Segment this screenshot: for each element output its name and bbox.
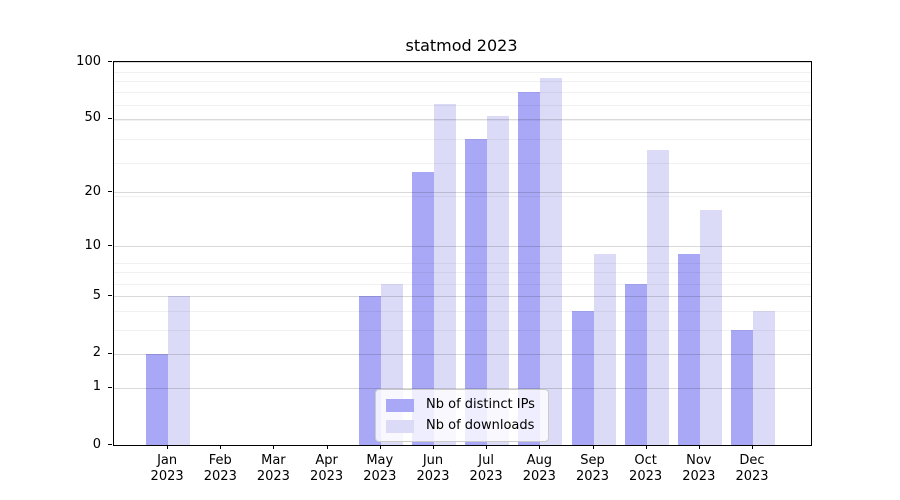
y-tick-label: 0 (92, 436, 101, 452)
x-tick-label: Oct 2023 (629, 453, 663, 484)
bar-downloads (168, 296, 191, 445)
gridline-minor (114, 196, 811, 198)
y-tick-label: 50 (84, 110, 101, 126)
gridline-major (114, 387, 811, 389)
x-tick-label: Sep 2023 (575, 453, 610, 484)
y-tick-label: 5 (92, 287, 101, 303)
gridline-minor (114, 81, 811, 83)
gridline-major (114, 296, 811, 298)
y-axis-tick (108, 191, 112, 193)
y-axis-tick (108, 444, 112, 445)
x-axis-tick (486, 445, 488, 449)
gridline-major (114, 353, 811, 355)
y-axis-tick (108, 117, 112, 119)
x-axis-tick (698, 445, 700, 449)
bar-downloads (699, 209, 722, 445)
y-tick-label: 20 (84, 183, 101, 199)
y-axis-tick (108, 386, 112, 388)
legend-item: Nb of distinct IPs (386, 398, 535, 412)
x-axis-tick (273, 445, 275, 449)
x-tick-label: Mar 2023 (256, 453, 290, 484)
gridline-minor (114, 283, 811, 285)
bar-distinct-ips (571, 311, 594, 445)
bar-downloads (593, 253, 616, 445)
y-tick-label: 1 (92, 379, 101, 394)
y-axis-tick (108, 352, 112, 354)
x-tick-label: Jan 2023 (150, 453, 184, 484)
x-tick-label: Dec 2023 (735, 453, 769, 484)
x-axis-tick (539, 445, 541, 449)
y-tick-label: 100 (76, 53, 101, 69)
plot-area (113, 61, 812, 446)
bar-distinct-ips (518, 92, 541, 445)
legend: Nb of distinct IPs Nb of downloads (375, 389, 549, 442)
legend-label: Nb of downloads (426, 418, 535, 433)
gridline-minor (114, 120, 811, 122)
legend-item: Nb of downloads (386, 419, 535, 433)
gridline-minor (114, 272, 811, 274)
bar-distinct-ips (412, 171, 434, 445)
x-axis-tick (379, 445, 381, 449)
x-axis-tick (220, 445, 222, 449)
gridline-minor (114, 105, 811, 107)
x-axis-tick (326, 445, 328, 449)
bar-distinct-ips (731, 330, 753, 445)
gridline-major (114, 192, 811, 194)
gridline-minor (114, 262, 811, 264)
x-tick-label: Nov 2023 (682, 453, 716, 484)
bar-distinct-ips (465, 138, 488, 445)
y-tick-label: 2 (92, 345, 101, 361)
legend-label: Nb of distinct IPs (426, 397, 535, 412)
legend-swatch-distinct-ips (386, 398, 414, 412)
bar-downloads (540, 78, 563, 445)
x-tick-label: Jun 2023 (416, 453, 450, 484)
y-axis-tick (108, 295, 112, 297)
x-tick-label: Aug 2023 (522, 453, 556, 484)
x-axis-tick (167, 445, 169, 449)
bar-downloads (434, 103, 456, 445)
gridline-major (114, 62, 811, 63)
gridline-minor (114, 330, 811, 331)
bar-distinct-ips (146, 353, 169, 445)
gridline-minor (114, 138, 811, 140)
x-axis-tick (645, 445, 647, 449)
x-axis-tick (433, 445, 434, 449)
x-tick-label: Feb 2023 (203, 453, 237, 484)
x-tick-label: Jul 2023 (469, 453, 503, 484)
bar-downloads (753, 311, 775, 445)
bar-downloads (646, 149, 669, 445)
bar-distinct-ips (624, 283, 647, 445)
gridline-major (114, 118, 811, 120)
chart-title: statmod 2023 (405, 36, 518, 55)
x-tick-label: Apr 2023 (310, 453, 344, 484)
bar-distinct-ips (677, 253, 700, 445)
x-tick-label: May 2023 (363, 453, 397, 484)
gridline-minor (114, 71, 811, 73)
gridline-minor (114, 92, 811, 94)
gridline-minor (114, 311, 811, 313)
x-axis-tick (592, 445, 594, 449)
y-axis-tick (108, 61, 112, 62)
y-axis-tick (108, 245, 112, 246)
bar-downloads (487, 115, 510, 445)
x-axis-tick (752, 445, 753, 449)
y-tick-label: 10 (84, 237, 101, 253)
gridline-major (114, 246, 811, 247)
gridline-minor (114, 162, 811, 164)
legend-swatch-downloads (386, 419, 414, 433)
